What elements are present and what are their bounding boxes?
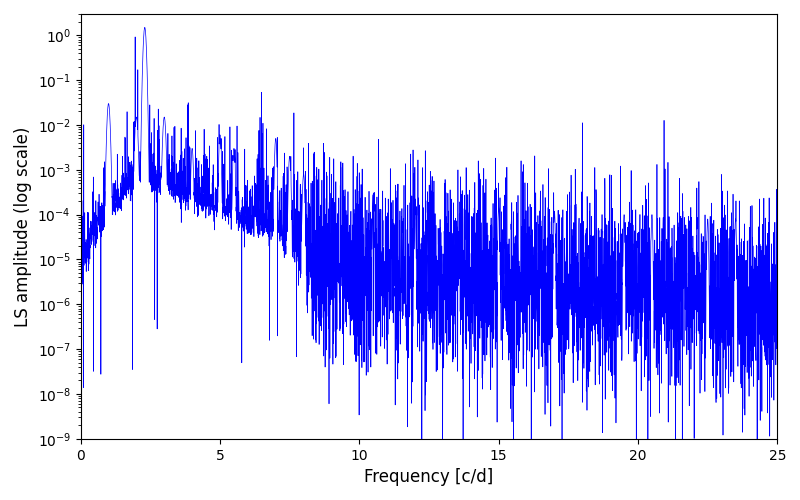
X-axis label: Frequency [c/d]: Frequency [c/d] xyxy=(364,468,494,486)
Y-axis label: LS amplitude (log scale): LS amplitude (log scale) xyxy=(14,126,32,326)
